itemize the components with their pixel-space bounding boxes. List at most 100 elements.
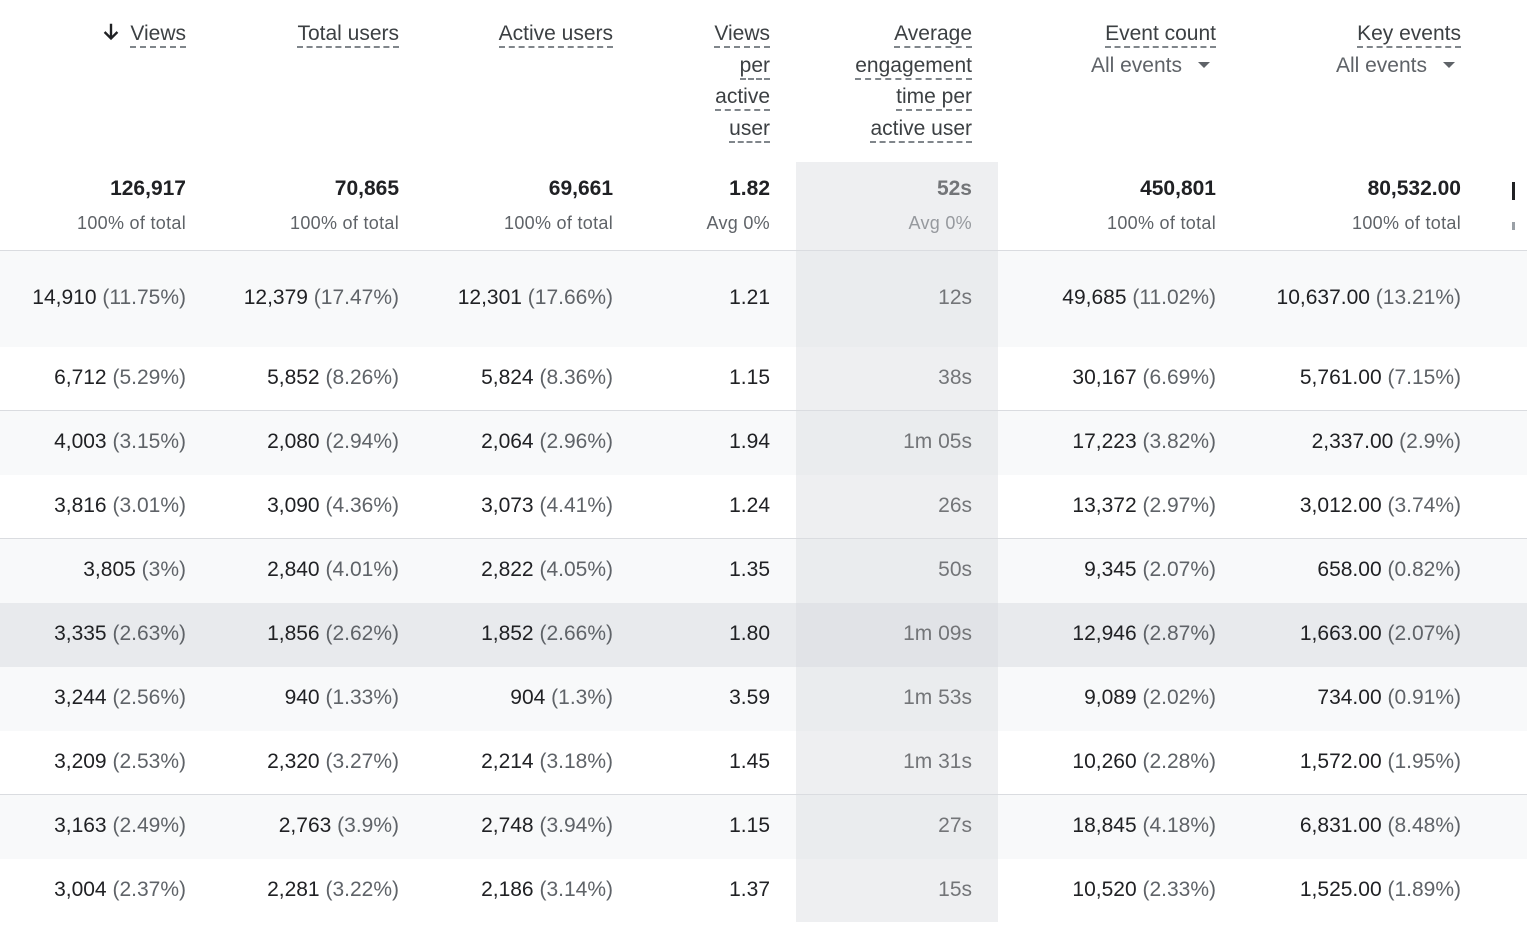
cell-percent: (0.91%) xyxy=(1381,686,1461,709)
cell-key-events: 1,663.00 (2.07%) xyxy=(1191,622,1461,646)
cell-active-users: 3,073 (4.41%) xyxy=(373,494,613,518)
cell-event-count: 18,845 (4.18%) xyxy=(956,814,1216,838)
cell-key-events: 10,637.00 (13.21%) xyxy=(1191,286,1461,310)
arrow-down-icon[interactable] xyxy=(100,21,122,43)
cell-percent: (1.3%) xyxy=(545,686,613,709)
event-filter-label: All events xyxy=(1090,53,1182,77)
cell-percent: (2.07%) xyxy=(1381,622,1461,645)
cell-views: 3,805 (3%) xyxy=(0,558,186,582)
cell-percent: (3.9%) xyxy=(331,814,399,837)
column-header-total-users[interactable]: Total users xyxy=(199,18,399,50)
cell-value: 1.45 xyxy=(729,750,770,773)
cell-views-per-active-user: 1.94 xyxy=(600,430,770,454)
table-row[interactable] xyxy=(0,410,1527,475)
cell-value: 1.37 xyxy=(729,878,770,901)
cell-value: 10,637.00 xyxy=(1276,286,1370,309)
cell-value: 1m 09s xyxy=(903,622,972,645)
cell-value: 2,186 xyxy=(481,878,534,901)
event-filter-dropdown[interactable]: All events xyxy=(996,52,1216,80)
cell-event-count: 12,946 (2.87%) xyxy=(956,622,1216,646)
cell-percent: (4.36%) xyxy=(319,494,399,517)
cell-value: 1,852 xyxy=(481,622,534,645)
cell-percent: (13.21%) xyxy=(1369,286,1461,309)
cell-key-events: 1,525.00 (1.89%) xyxy=(1191,878,1461,902)
event-filter-dropdown[interactable]: All events xyxy=(1231,52,1461,80)
cell-percent: (2.87%) xyxy=(1136,622,1216,645)
cell-value: 9,345 xyxy=(1084,558,1137,581)
column-header-label: Views xyxy=(130,22,186,48)
cell-active-users: 904 (1.3%) xyxy=(373,686,613,710)
cell-views: 3,816 (3.01%) xyxy=(0,494,186,518)
cell-key-events: 3,012.00 (3.74%) xyxy=(1191,494,1461,518)
cell-views-per-active-user: 1.21 xyxy=(600,286,770,310)
cell-value: 1,572.00 xyxy=(1299,750,1382,773)
cell-percent: (2.66%) xyxy=(533,622,613,645)
cell-percent: (6.69%) xyxy=(1136,366,1216,389)
column-header-label: Active users xyxy=(498,22,613,48)
table-row[interactable] xyxy=(0,250,1527,347)
cell-value: 2,748 xyxy=(481,814,534,837)
cell-value: 3,805 xyxy=(83,558,136,581)
cell-key-events: 734.00 (0.91%) xyxy=(1191,686,1461,710)
cell-event-count: 10,260 (2.28%) xyxy=(956,750,1216,774)
cell-total-users: 3,090 (4.36%) xyxy=(159,494,399,518)
table-row[interactable] xyxy=(0,538,1527,603)
cell-value: 2,320 xyxy=(267,750,320,773)
cell-percent: (2.62%) xyxy=(319,622,399,645)
cell-views-per-active-user: 1.35 xyxy=(600,558,770,582)
column-header-key-events[interactable]: Key events All events xyxy=(1231,18,1461,80)
cell-views: 3,209 (2.53%) xyxy=(0,750,186,774)
cell-views: 6,712 (5.29%) xyxy=(0,366,186,390)
cell-value: 5,761.00 xyxy=(1299,366,1382,389)
cell-active-users: 1,852 (2.66%) xyxy=(373,622,613,646)
cell-percent: (3.94%) xyxy=(533,814,613,837)
cell-percent: (3.15%) xyxy=(106,430,186,453)
table-row[interactable] xyxy=(0,794,1527,859)
cell-value: 6,831.00 xyxy=(1299,814,1382,837)
table-row[interactable] xyxy=(0,602,1527,667)
cell-percent: (2.33%) xyxy=(1136,878,1216,901)
cell-percent: (2.56%) xyxy=(106,686,186,709)
column-header-avg-engagement-time[interactable]: Average engagement time per active user xyxy=(782,18,972,144)
column-header-active-users[interactable]: Active users xyxy=(413,18,613,50)
cell-views-per-active-user: 1.37 xyxy=(600,878,770,902)
cell-percent: (2.97%) xyxy=(1136,494,1216,517)
cell-percent: (2.37%) xyxy=(106,878,186,901)
cell-percent: (17.47%) xyxy=(307,286,399,309)
cell-percent: (11.75%) xyxy=(96,286,186,309)
cell-value: 3.59 xyxy=(729,686,770,709)
column-header-views-per-active-user[interactable]: Views per active user xyxy=(640,18,770,144)
cell-views-per-active-user: 3.59 xyxy=(600,686,770,710)
cell-value: 30,167 xyxy=(1072,366,1137,389)
cell-value: 1.15 xyxy=(729,366,770,389)
column-header-views[interactable]: Views xyxy=(0,18,186,50)
cell-total-users: 12,379 (17.47%) xyxy=(159,286,399,310)
cell-key-events: 1,572.00 (1.95%) xyxy=(1191,750,1461,774)
cell-value: 14,910 xyxy=(32,286,97,309)
cell-percent: (8.48%) xyxy=(1381,814,1461,837)
total-subtext-event-count: 100% of total xyxy=(1107,213,1216,233)
cell-value: 4,003 xyxy=(54,430,107,453)
cell-percent: (3.01%) xyxy=(106,494,186,517)
cell-avg-engagement-time: 1m 53s xyxy=(742,686,972,710)
column-header-event-count[interactable]: Event count All events xyxy=(996,18,1216,80)
clipped-next-column-sub xyxy=(1512,222,1515,230)
cell-percent: (2.53%) xyxy=(106,750,186,773)
table-row[interactable] xyxy=(0,666,1527,731)
cell-avg-engagement-time: 1m 05s xyxy=(742,430,972,454)
cell-event-count: 13,372 (2.97%) xyxy=(956,494,1216,518)
cell-percent: (0.82%) xyxy=(1381,558,1461,581)
cell-percent: (3.14%) xyxy=(533,878,613,901)
cell-key-events: 2,337.00 (2.9%) xyxy=(1191,430,1461,454)
caret-down-icon xyxy=(1443,61,1455,68)
cell-value: 3,335 xyxy=(54,622,107,645)
cell-value: 1,856 xyxy=(267,622,320,645)
cell-value: 2,281 xyxy=(267,878,320,901)
cell-views-per-active-user: 1.45 xyxy=(600,750,770,774)
cell-percent: (8.26%) xyxy=(319,366,399,389)
cell-total-users: 2,763 (3.9%) xyxy=(159,814,399,838)
cell-value: 658.00 xyxy=(1317,558,1382,581)
cell-avg-engagement-time: 38s xyxy=(742,366,972,390)
cell-value: 1.94 xyxy=(729,430,770,453)
